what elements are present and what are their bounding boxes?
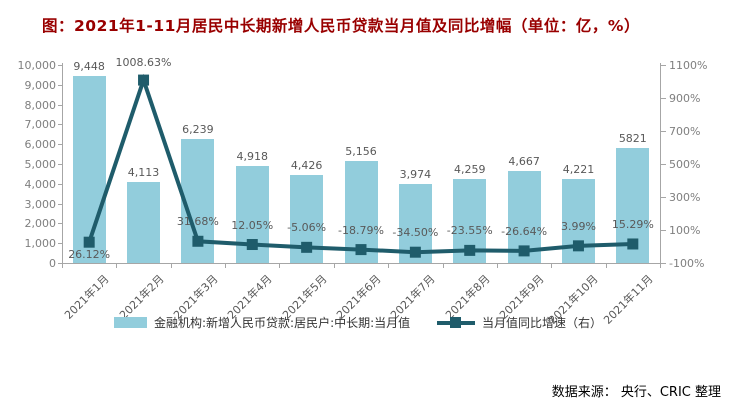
left-axis-tick-label: 8,000 <box>24 98 57 112</box>
bar-2021年11月 <box>616 147 650 263</box>
right-axis-tick-label: 100% <box>669 224 701 237</box>
line-value-label: 15.29% <box>611 217 654 231</box>
bar-2021年4月 <box>235 165 269 263</box>
left-axis-tick <box>58 183 62 185</box>
x-axis-tick <box>170 264 172 268</box>
left-axis-tick-label: 5,000 <box>24 158 57 171</box>
right-axis-tick-label: 900% <box>669 92 701 105</box>
bar-value-label: 4,113 <box>127 165 160 179</box>
bar-value-label: 9,448 <box>73 59 105 73</box>
right-axis-tick-label: 1100% <box>669 59 708 72</box>
bar-2021年6月 <box>344 160 378 263</box>
bar-2021年9月 <box>507 170 541 263</box>
bar-value-label: 4,426 <box>290 159 323 173</box>
left-axis-tick-label: 0 <box>49 257 56 270</box>
left-axis-tick <box>58 124 62 126</box>
x-axis-tick <box>442 264 444 268</box>
line-value-label: 26.12% <box>68 248 111 262</box>
left-axis-tick <box>58 84 62 86</box>
bar-value-label: 5,156 <box>345 144 377 158</box>
x-axis-tick <box>551 264 553 268</box>
left-axis-tick <box>58 144 62 146</box>
left-axis-line <box>62 63 63 263</box>
line-value-label: 1008.63% <box>115 56 172 70</box>
left-axis-tick-label: 3,000 <box>24 197 57 211</box>
line-marker <box>138 74 150 86</box>
x-axis-tick <box>605 264 607 268</box>
line-series-swatch <box>437 317 475 328</box>
left-axis-tick-label: 2,000 <box>24 217 57 231</box>
left-axis-tick-label: 7,000 <box>24 118 57 132</box>
x-axis-tick <box>62 264 63 268</box>
left-axis-tick <box>58 164 62 165</box>
x-axis-tick <box>333 264 335 268</box>
chart-title: 图：2021年1-11月居民中长期新增人民币贷款当月值及同比增幅（单位：亿，%） <box>42 17 640 35</box>
legend-bar-label: 金融机构:新增人民币贷款:居民户:中长期:当月值 <box>154 316 411 330</box>
bar-value-label: 6,239 <box>182 123 214 137</box>
bar-value-label: 5821 <box>618 131 647 145</box>
right-axis-tick-label: 300% <box>669 191 701 204</box>
left-axis-tick <box>58 104 62 106</box>
left-axis-tick-label: 1,000 <box>24 237 57 251</box>
data-source: 数据来源： 央行、CRIC 整理 <box>551 385 721 400</box>
right-axis-line <box>660 63 661 263</box>
right-axis-tick <box>661 98 666 99</box>
left-axis-tick <box>58 263 62 264</box>
right-axis-tick <box>661 164 666 165</box>
right-axis-tick <box>661 263 666 264</box>
left-axis-tick <box>58 65 62 66</box>
left-axis-tick-label: 4,000 <box>24 177 57 191</box>
bar-value-label: 4,221 <box>562 163 595 177</box>
bar-2021年8月 <box>453 178 487 263</box>
x-axis-tick <box>496 264 498 268</box>
x-axis-tick <box>660 264 661 268</box>
right-axis-tick-label: 700% <box>669 125 701 138</box>
bar-series-swatch <box>114 317 147 328</box>
left-axis-tick-label: 9,000 <box>24 78 57 92</box>
bar-2021年7月 <box>398 184 432 263</box>
bar-2021年1月 <box>72 75 106 263</box>
bar-2021年3月 <box>181 139 215 263</box>
legend-line-label: 当月值同比增速（右） <box>482 316 603 330</box>
bar-2021年5月 <box>290 175 324 263</box>
left-axis-tick-label: 10,000 <box>17 59 57 72</box>
right-axis-tick <box>661 131 666 132</box>
legend-item-bar: 金融机构:新增人民币贷款:居民户:中长期:当月值 <box>114 314 410 331</box>
left-axis-tick <box>58 223 62 225</box>
x-axis-tick <box>279 264 281 268</box>
right-axis-tick <box>661 65 666 66</box>
right-axis-tick-label: 500% <box>669 158 701 171</box>
left-axis-tick <box>58 203 62 205</box>
left-axis-tick <box>58 243 62 245</box>
right-axis-tick <box>661 197 666 198</box>
x-axis-tick <box>225 264 227 268</box>
x-axis-tick <box>116 264 118 268</box>
right-axis-tick-label: -100% <box>669 257 705 270</box>
legend-item-line: 当月值同比增速（右） <box>437 314 602 331</box>
x-axis-tick <box>388 264 390 268</box>
bar-2021年2月 <box>127 181 161 263</box>
bottom-axis-line <box>62 263 661 264</box>
left-axis-tick-label: 6,000 <box>24 138 57 152</box>
right-axis-tick <box>661 230 666 231</box>
